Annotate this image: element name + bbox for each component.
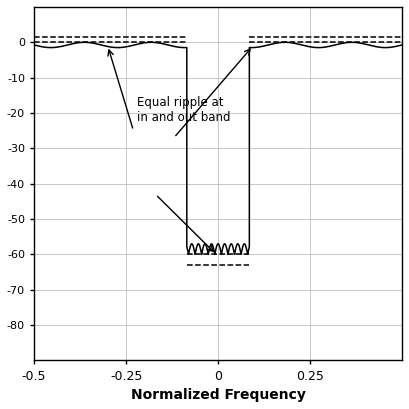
- X-axis label: Normalized Frequency: Normalized Frequency: [130, 388, 306, 402]
- Text: Equal ripple at
in and out band: Equal ripple at in and out band: [137, 96, 231, 124]
